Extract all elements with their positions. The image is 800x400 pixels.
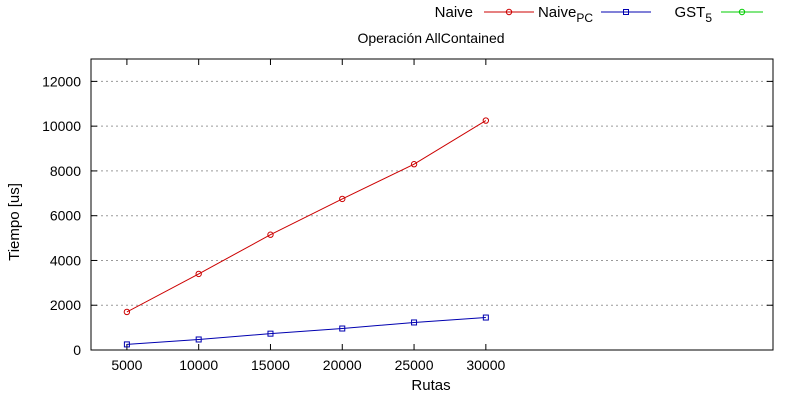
data-point-1 <box>123 341 130 348</box>
data-point-0 <box>267 231 274 238</box>
x-tick-label: 25000 <box>395 357 434 373</box>
legend-label-0: Naive <box>435 4 473 21</box>
data-point-0 <box>123 308 131 316</box>
series-line-0 <box>126 120 487 313</box>
legend-marker-1 <box>623 9 629 15</box>
data-point-1 <box>339 325 346 332</box>
y-tick-label: 6000 <box>50 208 81 224</box>
x-tick-label: 10000 <box>179 357 218 373</box>
x-tick-label: 30000 <box>466 357 505 373</box>
x-tick-label: 15000 <box>251 357 290 373</box>
series-line-1 <box>126 317 486 345</box>
grid <box>91 80 773 306</box>
x-axis-label: Rutas <box>411 377 450 394</box>
data-point-0 <box>195 270 202 278</box>
series-layer <box>123 117 490 348</box>
x-tick-label: 5000 <box>111 357 142 373</box>
plot-frame <box>90 58 774 351</box>
data-point-1 <box>195 336 202 343</box>
data-point-1 <box>411 319 418 326</box>
y-tick-label: 0 <box>73 342 81 358</box>
x-tick-label: 20000 <box>323 357 362 373</box>
legend-label-1: NaivePC <box>538 4 593 25</box>
y-tick-label: 2000 <box>50 297 81 313</box>
chart-title: Operación AllContained <box>357 30 504 46</box>
legend: Naive NaivePC GST5 <box>435 4 763 25</box>
data-point-1 <box>267 330 274 337</box>
legend-label-2: GST5 <box>674 4 712 25</box>
legend-marker-0 <box>505 8 513 16</box>
axes: 0 2000 4000 6000 8000 10000 12000 5000 10000 1500… <box>42 58 774 373</box>
data-point-0 <box>339 195 346 203</box>
legend-marker-2 <box>738 8 746 16</box>
y-tick-label: 10000 <box>42 118 81 134</box>
data-point-1 <box>482 314 489 321</box>
y-tick-label: 12000 <box>42 73 81 89</box>
y-axis-label: Tiempo [us] <box>6 183 23 261</box>
data-point-0 <box>482 117 490 124</box>
y-tick-label: 8000 <box>50 163 81 179</box>
y-tick-label: 4000 <box>50 252 81 268</box>
data-point-0 <box>410 161 418 168</box>
